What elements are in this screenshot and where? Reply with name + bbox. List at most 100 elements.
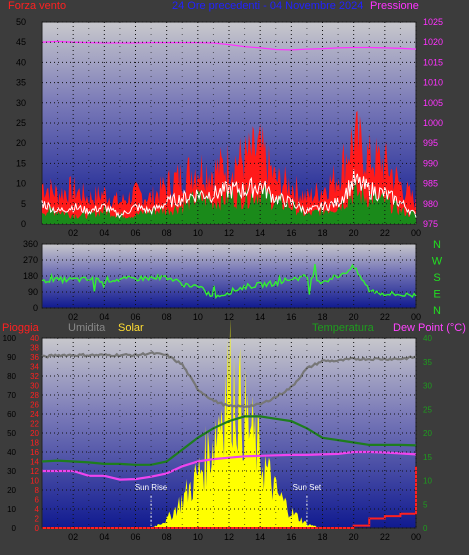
x-tick-label: 02 [68, 228, 78, 238]
humidity-y-tick: 90 [7, 353, 16, 362]
x-tick-label: 16 [286, 532, 296, 542]
direction-compass-label: N [433, 239, 441, 251]
pressure-y-tick: 985 [423, 179, 438, 189]
pressure-y-tick: 995 [423, 138, 438, 148]
pressure-y-tick: 1005 [423, 98, 443, 108]
rain-y-tick: 40 [30, 334, 39, 343]
wind-y-tick: 10 [16, 179, 26, 189]
x-tick-label: 14 [255, 532, 265, 542]
rain-y-tick: 22 [30, 420, 39, 429]
x-tick-label: 22 [380, 532, 390, 542]
rain-y-tick: 2 [35, 515, 40, 524]
x-tick-label: 04 [99, 312, 109, 322]
direction-compass-label: N [433, 305, 441, 317]
temperature-y-tick: 0 [423, 524, 428, 533]
x-tick-label: 22 [380, 312, 390, 322]
temperature-y-tick: 40 [423, 334, 432, 343]
x-tick-label: 00 [411, 532, 421, 542]
x-tick-label: 20 [349, 532, 359, 542]
wind-y-tick: 0 [21, 219, 26, 229]
direction-y-tick: 0 [33, 303, 38, 313]
x-tick-label: 18 [317, 228, 327, 238]
x-tick-label: 06 [130, 532, 140, 542]
temperature-y-tick: 15 [423, 453, 432, 462]
direction-y-tick: 360 [23, 239, 38, 249]
x-tick-label: 12 [224, 228, 234, 238]
x-tick-label: 12 [224, 312, 234, 322]
rain-y-tick: 4 [35, 505, 40, 514]
sunrise-label: Sun Rise [135, 483, 168, 492]
pressure-y-tick: 1025 [423, 17, 443, 27]
humidity-y-tick: 80 [7, 372, 16, 381]
wind-direction-line [41, 263, 417, 300]
rain-y-tick: 30 [30, 382, 39, 391]
x-tick-label: 06 [130, 228, 140, 238]
x-tick-label: 20 [349, 312, 359, 322]
temperature-y-tick: 20 [423, 429, 432, 438]
direction-compass-label: W [432, 256, 443, 268]
x-tick-label: 14 [255, 312, 265, 322]
humidity-y-tick: 70 [7, 391, 16, 400]
humidity-y-tick: 10 [7, 505, 16, 514]
x-tick-label: 04 [99, 532, 109, 542]
humidity-y-tick: 50 [7, 429, 16, 438]
rain-y-tick: 8 [35, 486, 40, 495]
pressure-y-tick: 1020 [423, 37, 443, 47]
x-tick-label: 08 [162, 532, 172, 542]
dewpoint-legend: Dew Point (°C) [393, 322, 466, 334]
sunset-label: Sun Set [293, 483, 322, 492]
rain-y-tick: 24 [30, 410, 39, 419]
x-tick-label: 22 [380, 228, 390, 238]
x-tick-label: 16 [286, 228, 296, 238]
x-tick-label: 20 [349, 228, 359, 238]
pressure-y-tick: 1015 [423, 57, 443, 67]
rain-y-tick: 28 [30, 391, 39, 400]
x-tick-label: 06 [130, 312, 140, 322]
rain-y-tick: 26 [30, 401, 39, 410]
temperature-legend: Temperatura [312, 322, 374, 334]
rain-y-tick: 32 [30, 372, 39, 381]
temperature-y-tick: 25 [423, 405, 432, 414]
x-tick-label: 12 [224, 532, 234, 542]
pressure-y-tick: 990 [423, 158, 438, 168]
wind-y-tick: 5 [21, 199, 26, 209]
x-tick-label: 14 [255, 228, 265, 238]
x-tick-label: 00 [411, 228, 421, 238]
direction-y-tick: 270 [23, 255, 38, 265]
humidity-y-tick: 30 [7, 467, 16, 476]
wind-gust-area [42, 110, 416, 224]
x-tick-label: 04 [99, 228, 109, 238]
rain-y-tick: 14 [30, 458, 39, 467]
chart-title: 24 Ore precedenti - 04 Novembre 2024 [172, 0, 364, 12]
direction-y-tick: 180 [23, 271, 38, 281]
x-tick-label: 10 [193, 312, 203, 322]
x-tick-label: 08 [162, 228, 172, 238]
rain-y-tick: 6 [35, 496, 40, 505]
rain-y-tick: 20 [30, 429, 39, 438]
temperature-y-tick: 30 [423, 382, 432, 391]
dewpoint-line [42, 450, 417, 481]
humidity-y-tick: 20 [7, 486, 16, 495]
wind-axis-title: Forza vento [8, 0, 67, 12]
temperature-y-tick: 10 [423, 477, 432, 486]
solar-legend: Solar [118, 322, 144, 334]
wind-y-tick: 35 [16, 78, 26, 88]
humidity-y-tick: 60 [7, 410, 16, 419]
rain-y-tick: 34 [30, 363, 39, 372]
wind-y-tick: 50 [16, 17, 26, 27]
x-tick-label: 00 [411, 312, 421, 322]
direction-y-tick: 90 [28, 287, 38, 297]
humidity-y-tick: 0 [12, 524, 17, 533]
rain-y-tick: 0 [35, 524, 40, 533]
humidity-y-tick: 40 [7, 448, 16, 457]
rain-y-tick: 38 [30, 344, 39, 353]
temperature-y-tick: 35 [423, 358, 432, 367]
pressure-y-tick: 975 [423, 219, 438, 229]
humidity-y-tick: 100 [3, 334, 17, 343]
wind-speed-line [41, 169, 417, 219]
temperature-y-tick: 5 [423, 500, 428, 509]
rain-y-tick: 12 [30, 467, 39, 476]
wind-y-tick: 40 [16, 57, 26, 67]
x-tick-label: 18 [317, 312, 327, 322]
